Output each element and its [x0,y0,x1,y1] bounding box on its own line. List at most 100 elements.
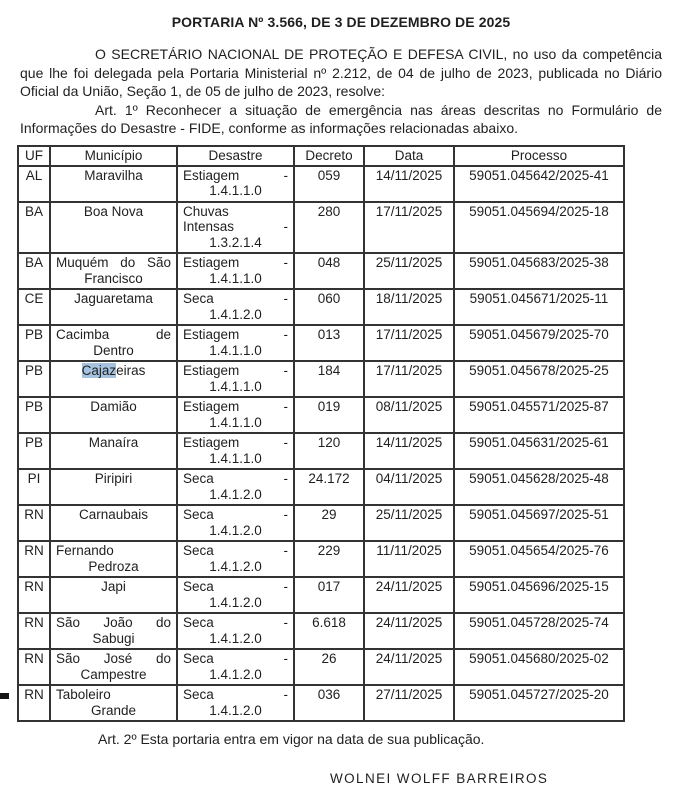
cell-line: 1.3.2.1.4 [209,234,262,250]
text-fragment: Seca [183,579,214,594]
text-fragment: - [283,471,289,486]
text-fragment: do [155,651,171,666]
cell-line: São João do [56,615,171,631]
cell-municipio: Muquém do São Francisco [49,252,178,290]
cell-decreto: 120 [293,432,365,470]
text-fragment: São [56,615,81,630]
cell-data: 17/11/2025 [363,324,455,362]
table-header: UF Município Desastre Decreto Data Proce… [17,144,625,167]
cell-line: Estiagem - [183,255,288,271]
cell-uf: RN [17,540,51,578]
table-row: RN São João do Sabugi Seca - 1.4.1.2.0 6.618 24/1… [17,612,625,650]
signature-name: WOLNEI WOLFF BARREIROS [330,771,549,786]
table-row: RN Taboleiro Grande Seca -1.4.1.2.0 036 27/11/… [17,684,625,722]
text-fragment: Estiagem [183,255,240,270]
cell-decreto: 060 [293,288,365,326]
cell-decreto: 24.172 [293,468,365,506]
table-row: RN Japi Seca - 1.4.1.2.0 017 24/11/2025 59051.0… [17,576,625,614]
cell-processo: 59051.045728/2025-74 [453,612,625,650]
text-fragment: Seca [183,471,214,486]
cell-line: 1.4.1.2.0 [209,702,262,718]
text-fragment: - [283,507,289,522]
text-fragment: - [283,363,289,378]
text-fragment: - [283,399,289,414]
cell-line: Estiagem - [183,168,288,184]
text-fragment: - [283,651,289,666]
cell-line: 1.4.1.1.0 [209,183,262,198]
cell-uf: RN [17,648,51,686]
cell-desastre: Estiagem - 1.4.1.1.0 [176,164,295,203]
cell-line: Piripiri [94,471,133,486]
text-fragment: Estiagem [183,399,240,414]
cell-desastre: Seca - 1.4.1.2.0 [176,540,295,578]
cell-line: 1.4.1.2.0 [209,522,262,538]
text-fragment: Seca [183,543,214,558]
cell-data: 27/11/2025 [363,684,455,722]
table-row: RN São José do Campestre Seca - 1.4.1.2.0 26 24/1… [17,648,625,686]
cell-line: 1.4.1.2.0 [209,630,262,646]
cell-processo: 59051.045571/2025-87 [453,396,625,434]
cell-municipio: Jaguaretama [49,288,178,326]
cell-uf: PB [17,396,51,434]
cell-line: Carnaubais [78,507,149,522]
cell-municipio: Damião [49,396,178,434]
cell-line: Dentro [93,342,134,358]
text-fragment: - [283,219,289,234]
cell-data: 24/11/2025 [363,648,455,686]
cell-line: Taboleiro [56,687,111,702]
column-header-municipio: Município [49,144,178,167]
text-fragment: - [283,687,289,702]
column-header-desastre: Desastre [176,144,295,167]
cell-line: Estiagem - [183,363,288,379]
cell-desastre: Estiagem - 1.4.1.1.0 [176,360,295,398]
text-fragment: Muquém [56,255,109,270]
cell-processo: 59051.045683/2025-38 [453,252,625,290]
cell-processo: 59051.045671/2025-11 [453,288,625,326]
cell-uf: BA [17,200,51,254]
cell-desastre: Chuvas Intensas - 1.3.2.1.4 [176,200,295,254]
scan-artifact-mark [0,693,9,699]
text-fragment: - [283,255,289,270]
text-fragment: João [103,615,133,630]
cell-line: 1.4.1.2.0 [209,486,262,502]
cell-decreto: 6.618 [293,612,365,650]
cell-line: Francisco [84,270,143,286]
cell-line: Seca - [183,507,288,523]
cell-line: Boa Nova [83,203,144,219]
text-fragment: Estiagem [183,363,240,378]
cell-municipio: Piripiri [49,468,178,506]
cell-desastre: Seca - 1.4.1.2.0 [176,288,295,326]
cell-decreto: 017 [293,576,365,614]
cell-line: 1.4.1.2.0 [209,666,262,682]
cell-data: 17/11/2025 [363,360,455,398]
text-fragment: Seca [183,687,214,702]
text-fragment: - [283,435,289,450]
cell-municipio: Taboleiro Grande [49,684,178,722]
cell-line: Seca - [183,543,288,559]
text-fragment: - [283,167,289,183]
cell-data: 25/11/2025 [363,504,455,542]
cell-processo: 59051.045679/2025-70 [453,324,625,362]
cell-uf: RN [17,576,51,614]
cell-municipio: Fernando Pedroza [49,540,178,578]
text-fragment: Seca [183,615,214,630]
cell-line: 1.4.1.2.0 [209,594,262,610]
cell-decreto: 019 [293,396,365,434]
cell-municipio: Japi [49,576,178,614]
cell-desastre: Seca - 1.4.1.2.0 [176,576,295,614]
cell-line: 1.4.1.2.0 [209,306,262,322]
table-row: CE Jaguaretama Seca - 1.4.1.2.0 060 18/11/2025… [17,288,625,326]
paragraph-art1: Art. 1º Reconhecer a situação de emergên… [20,101,662,137]
text-fragment: Estiagem [183,435,240,450]
table-row: PB Manaíra Estiagem - 1.4.1.1.0 120 14/11/2025… [17,432,625,470]
text-fragment: - [283,579,289,594]
cell-line: Muquém do São [56,255,171,271]
cell-line: Seca - [183,687,288,703]
cell-data: 25/11/2025 [363,252,455,290]
text-fragment: - [283,291,289,306]
cell-desastre: Estiagem - 1.4.1.1.0 [176,396,295,434]
cell-decreto: 26 [293,648,365,686]
cell-data: 11/11/2025 [363,540,455,578]
cell-decreto: 013 [293,324,365,362]
